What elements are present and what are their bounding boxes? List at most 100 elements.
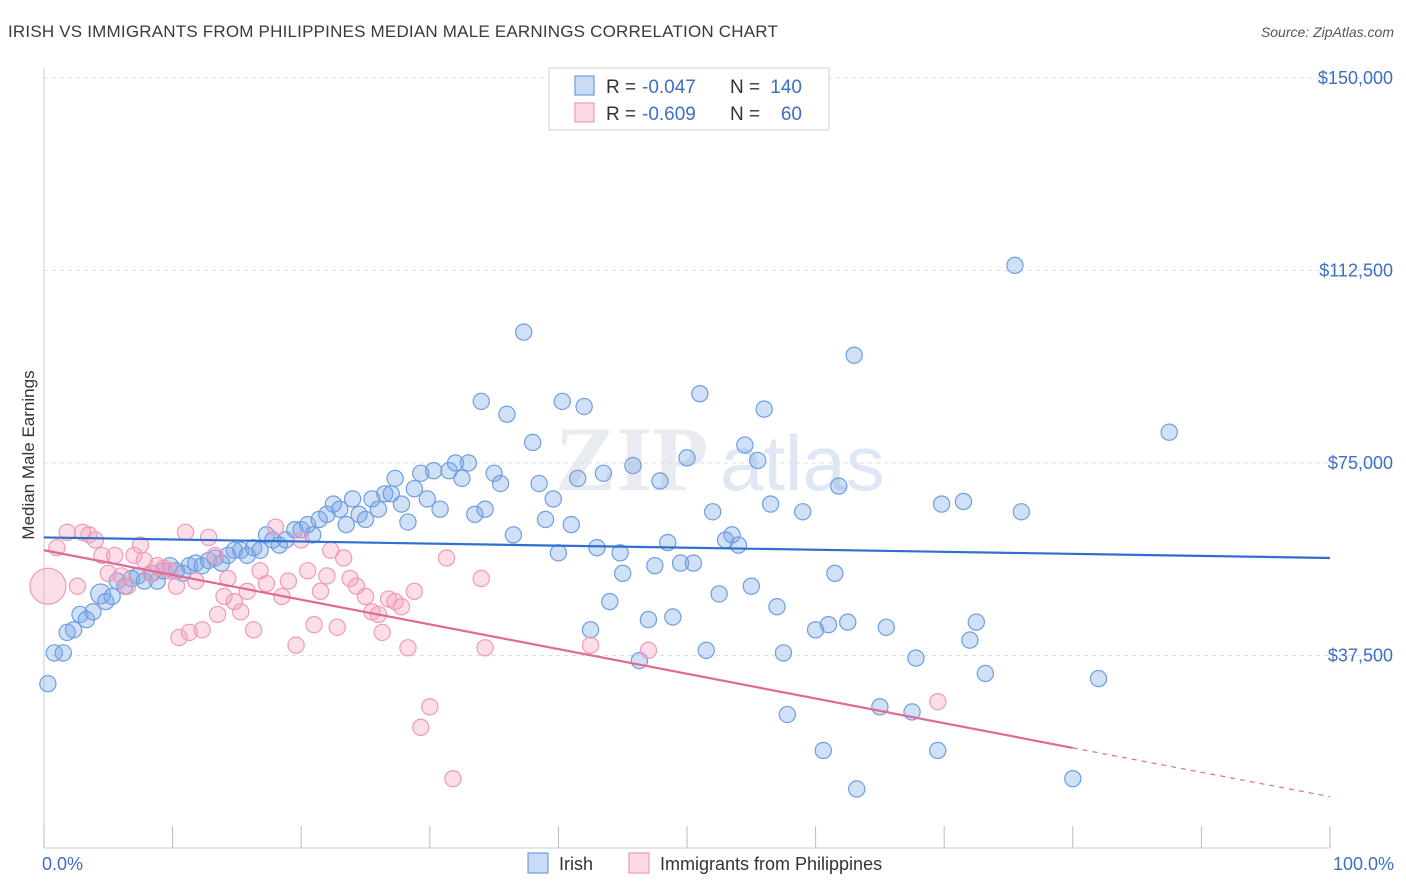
legend-phil-r-label: R = xyxy=(606,104,636,125)
irish-point-66 xyxy=(466,505,484,524)
philippines-point-26 xyxy=(206,546,224,565)
philippines-point-43 xyxy=(311,582,330,601)
irish-point-75 xyxy=(530,474,548,493)
philippines-point-0 xyxy=(29,567,67,605)
philippines-point-60 xyxy=(421,698,439,716)
philippines-point-6 xyxy=(86,531,105,549)
irish-point-108 xyxy=(749,451,767,470)
grid-lines xyxy=(44,77,1396,656)
philippines-point-62 xyxy=(444,770,462,788)
philippines-point-58 xyxy=(405,582,424,601)
philippines-point-36 xyxy=(266,518,285,536)
philippines-point-47 xyxy=(334,549,353,567)
irish-point-127 xyxy=(929,741,947,760)
irish-point-136 xyxy=(1089,669,1108,688)
irish-point-112 xyxy=(774,644,793,662)
watermark-atlas: atlas xyxy=(720,419,885,507)
irish-point-98 xyxy=(684,554,703,572)
irish-point-113 xyxy=(778,705,797,724)
philippines-point-3 xyxy=(68,577,87,595)
irish-point-83 xyxy=(581,621,600,639)
irish-point-116 xyxy=(814,741,833,760)
irish-point-70 xyxy=(491,474,510,493)
philippines-point-28 xyxy=(215,587,233,606)
irish-point-137 xyxy=(1160,423,1178,441)
trend-line-irish xyxy=(43,536,1331,560)
irish-point-33 xyxy=(251,541,269,559)
philippines-point-33 xyxy=(244,621,263,639)
philippines-point-35 xyxy=(257,574,276,593)
irish-point-60 xyxy=(424,462,443,480)
y-tick-label-1: $75,000 xyxy=(1328,453,1393,473)
irish-point-59 xyxy=(418,490,436,508)
irish-point-65 xyxy=(459,454,478,472)
irish-point-10 xyxy=(103,587,121,606)
philippines-point-27 xyxy=(208,605,227,624)
philippines-point-11 xyxy=(118,577,137,595)
irish-point-2 xyxy=(54,644,72,662)
x-tick-label-max: 100.0% xyxy=(1333,854,1394,874)
legend-irish-n-value: 140 xyxy=(770,77,802,98)
irish-point-43 xyxy=(318,505,336,524)
philippines-point-50 xyxy=(356,587,375,606)
philippines-point-38 xyxy=(279,572,298,590)
irish-point-117 xyxy=(819,616,838,634)
irish-point-128 xyxy=(932,495,951,513)
philippines-point-24 xyxy=(193,621,211,639)
chart-title: IRISH VS IMMIGRANTS FROM PHILIPPINES MED… xyxy=(8,22,779,41)
irish-point-129 xyxy=(954,492,973,511)
irish-point-86 xyxy=(601,592,619,611)
irish-point-0 xyxy=(39,675,57,693)
philippines-point-9 xyxy=(106,546,124,565)
y-tick-label-0: $37,500 xyxy=(1328,646,1393,666)
irish-point-105 xyxy=(729,536,748,554)
irish-point-119 xyxy=(830,477,848,495)
philippines-point-40 xyxy=(292,531,310,549)
watermark-zip: ZIP xyxy=(555,408,708,510)
irish-point-46 xyxy=(337,515,355,534)
philippines-point-64 xyxy=(476,639,494,657)
irish-point-45 xyxy=(331,500,349,518)
irish-point-7 xyxy=(84,603,102,621)
irish-point-89 xyxy=(624,456,642,475)
philippines-point-20 xyxy=(170,628,188,647)
irish-point-58 xyxy=(412,464,430,482)
philippines-point-10 xyxy=(112,567,130,585)
irish-point-101 xyxy=(704,503,722,521)
irish-point-64 xyxy=(453,469,471,488)
irish-point-96 xyxy=(671,554,690,572)
irish-point-132 xyxy=(976,664,995,683)
irish-point-99 xyxy=(691,385,709,403)
series-legend: Irish Immigrants from Philippines xyxy=(527,852,882,874)
bottom-legend-swatch-philippines xyxy=(628,852,650,874)
irish-point-81 xyxy=(568,469,587,488)
irish-point-38 xyxy=(286,521,304,539)
irish-point-95 xyxy=(664,608,682,626)
irish-point-130 xyxy=(961,631,979,649)
irish-point-118 xyxy=(826,564,844,583)
irish-point-120 xyxy=(839,613,857,631)
irish-point-29 xyxy=(225,541,244,559)
irish-point-61 xyxy=(431,500,449,518)
philippines-point-22 xyxy=(180,623,199,642)
irish-point-134 xyxy=(1012,503,1031,521)
philippines-point-67 xyxy=(929,693,947,711)
irish-point-109 xyxy=(755,400,773,418)
x-tick-label-min: 0.0% xyxy=(42,854,83,874)
y-tick-label-3: $150,000 xyxy=(1318,68,1393,88)
irish-point-133 xyxy=(1006,256,1024,275)
legend-swatch-philippines xyxy=(574,102,595,123)
irish-point-51 xyxy=(369,500,388,518)
irish-point-57 xyxy=(405,479,424,498)
philippines-point-63 xyxy=(472,569,490,588)
irish-point-47 xyxy=(343,490,362,508)
philippines-point-44 xyxy=(318,567,336,585)
y-axis-title: Median Male Earnings xyxy=(19,370,38,539)
philippines-point-41 xyxy=(298,562,317,580)
philippines-point-31 xyxy=(232,603,250,621)
series-philippines-points xyxy=(29,518,947,788)
irish-point-63 xyxy=(446,454,465,472)
philippines-point-46 xyxy=(328,618,346,636)
legend-swatch-irish xyxy=(574,75,595,96)
irish-point-88 xyxy=(614,564,632,583)
